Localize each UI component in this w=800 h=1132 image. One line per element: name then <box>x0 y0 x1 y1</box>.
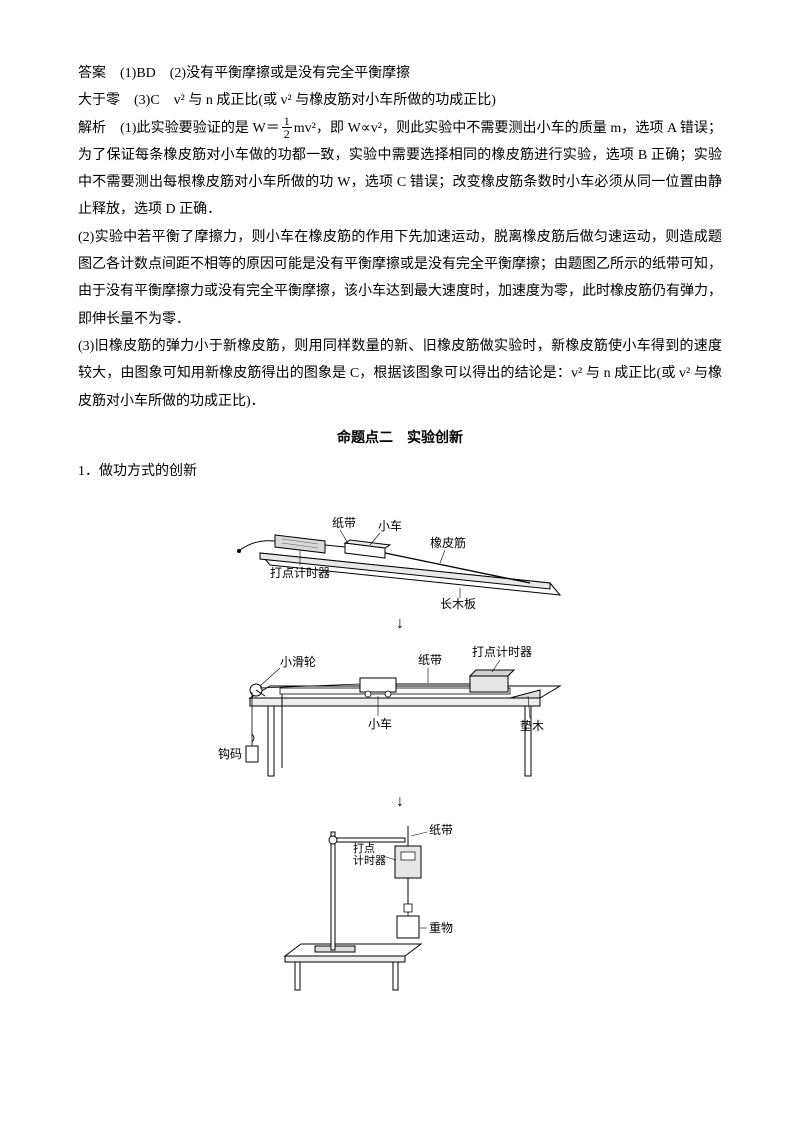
label-tape-3: 纸带 <box>429 823 453 837</box>
fraction-one-half: 12 <box>282 115 292 140</box>
section-title: 命题点二 实验创新 <box>78 425 722 452</box>
label-tape-2: 纸带 <box>418 653 442 667</box>
analysis-p1: 解析 (1)此实验要验证的是 W＝12mv²，即 W∝v²，则此实验中不需要测出… <box>78 115 722 224</box>
diagram-stack: 纸带 小车 橡皮筋 打点计时器 长木板 ↓ <box>78 491 722 1000</box>
label-timer-2: 打点计时器 <box>472 645 532 659</box>
label-timer-3b: 计时器 <box>353 854 386 867</box>
label-weight: 重物 <box>429 921 453 935</box>
subsection-heading: 1．做功方式的创新 <box>78 458 722 485</box>
analysis-p1-prefix: 解析 (1)此实验要验证的是 W＝ <box>78 121 280 136</box>
analysis-p3: (3)旧橡皮筋的弹力小于新橡皮筋，则用同样数量的新、旧橡皮筋做实验时，新橡皮筋使… <box>78 333 722 415</box>
label-cart-2: 小车 <box>368 716 392 731</box>
analysis-p2: (2)实验中若平衡了摩擦力，则小车在橡皮筋的作用下先加速运动，脱离橡皮筋后做匀速… <box>78 224 722 333</box>
label-wedge: 垫木 <box>520 718 544 733</box>
fraction-denominator: 2 <box>282 128 292 140</box>
diagram-table: 小滑轮 钩码 小车 纸带 打点计时器 垫木 <box>210 638 590 788</box>
label-band: 橡皮筋 <box>430 535 466 550</box>
answer-line-2: 大于零 (3)C v² 与 n 成正比(或 v² 与橡皮筋对小车所做的功成正比) <box>78 87 722 114</box>
label-cart: 小车 <box>378 518 402 533</box>
label-board: 长木板 <box>440 597 476 610</box>
arrow-down-icon: ↓ <box>396 616 404 632</box>
diagram-incline: 纸带 小车 橡皮筋 打点计时器 长木板 <box>220 495 580 610</box>
label-hook: 钩码 <box>218 747 242 761</box>
diagram-vertical: 打点 计时器 纸带 重物 <box>275 816 525 996</box>
answer-line-2-prefix: 大于零 (3)C <box>78 93 174 108</box>
label-tape: 纸带 <box>332 516 356 530</box>
label-timer-3a: 打点 <box>353 841 375 855</box>
fraction-numerator: 1 <box>282 115 292 128</box>
label-pulley: 小滑轮 <box>280 655 316 669</box>
arrow-down-icon: ↓ <box>396 794 404 810</box>
label-timer: 打点计时器 <box>270 566 330 580</box>
answer-line-2-body: v² 与 n 成正比(或 v² 与橡皮筋对小车所做的功成正比) <box>174 93 496 108</box>
answer-line-1: 答案 (1)BD (2)没有平衡摩擦或是没有完全平衡摩擦 <box>78 60 722 87</box>
